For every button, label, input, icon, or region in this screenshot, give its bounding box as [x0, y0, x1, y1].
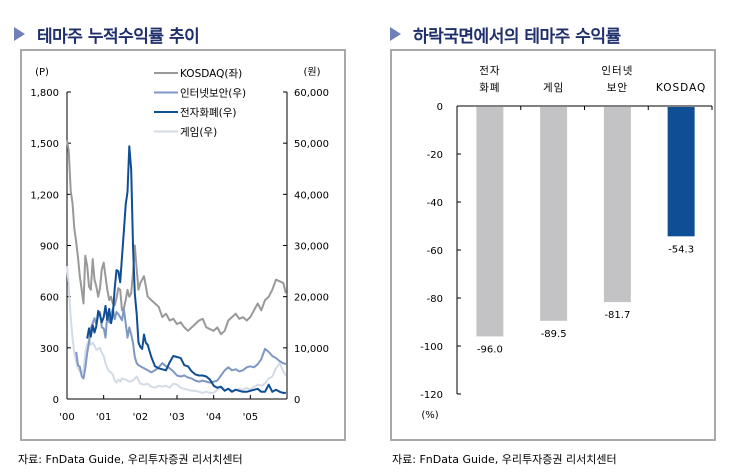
legend-label: 전자화폐(우)	[180, 107, 237, 119]
right-chart-title: 하락국면에서의 테마주 수익률	[390, 22, 621, 47]
bar-value-label: -54.3	[668, 244, 694, 255]
bar-3	[667, 107, 695, 237]
left-chart-frame: (P) (원) 1,800 1,500 1,200 900 600 300 0 60,000 50,…	[20, 49, 346, 441]
bar-category-label: KOSDAQ	[656, 82, 706, 94]
bar-y-tick-label: -40	[427, 198, 443, 209]
right-y-tick-label: 20,000	[294, 293, 329, 304]
triangle-bullet-icon	[390, 27, 401, 41]
line-chart: (P) (원) 1,800 1,500 1,200 900 600 300 0 60,000 50,…	[30, 66, 329, 423]
left-y-tick-label: 600	[40, 293, 59, 304]
right-y-tick-label: 0	[294, 395, 300, 406]
bar-category-label: 전자	[479, 65, 500, 77]
left-y-tick-label: 1,800	[30, 88, 59, 99]
bar-value-label: -89.5	[541, 329, 567, 340]
bar-y-tick-label: -60	[427, 246, 443, 257]
bar-chart: 0 -20 -40 -60 -80 -100 -120 (%) -96.0 전자화폐 -89.5 게임…	[420, 65, 713, 421]
x-tick-label: '04	[206, 412, 221, 423]
x-tick-label: '02	[133, 412, 148, 423]
right-y-tick-label: 60,000	[294, 88, 329, 99]
bar-0	[476, 107, 504, 337]
series-line-2	[86, 145, 286, 394]
bar-category-label: 보안	[607, 82, 628, 94]
x-tick-label: '01	[96, 412, 111, 423]
left-y-tick-label: 0	[53, 395, 59, 406]
bar-y-tick-label: 0	[437, 102, 443, 113]
left-chart-title: 테마주 누적수익률 추이	[14, 22, 200, 47]
x-tick-label: '00	[59, 412, 74, 423]
left-y-tick-label: 1,200	[30, 190, 59, 201]
bar-category-label: 게임	[543, 81, 564, 94]
triangle-bullet-icon	[14, 27, 25, 41]
x-tick-label: '03	[169, 412, 184, 423]
bar-1	[540, 107, 568, 321]
bar-2	[603, 107, 631, 303]
left-source-note: 자료: FnData Guide, 우리투자증권 리서치센터	[18, 453, 243, 466]
bar-value-label: -96.0	[477, 344, 503, 355]
x-tick-label: '05	[243, 412, 258, 423]
legend-label: 인터넷보안(우)	[180, 88, 246, 100]
bar-y-tick-label: -120	[420, 390, 443, 401]
right-y-tick-label: 50,000	[294, 139, 329, 150]
bar-y-tick-label: -80	[427, 294, 443, 305]
legend-label: 게임(우)	[180, 126, 217, 139]
bar-y-tick-label: -100	[420, 342, 443, 353]
right-y-tick-label: 10,000	[294, 344, 329, 355]
left-y-tick-label: 300	[40, 344, 59, 355]
left-y-tick-label: 900	[40, 242, 59, 253]
right-axis-unit-label: (원)	[303, 66, 320, 78]
right-source-note: 자료: FnData Guide, 우리투자증권 리서치센터	[392, 453, 617, 466]
right-y-tick-label: 40,000	[294, 190, 329, 201]
bar-y-unit-label: (%)	[421, 410, 438, 421]
series-line-0	[66, 139, 287, 336]
bar-y-tick-label: -20	[427, 150, 443, 161]
right-chart-title-text: 하락국면에서의 테마주 수익률	[413, 27, 621, 47]
left-axis-unit-label: (P)	[35, 67, 49, 78]
bar-category-label: 인터넷	[601, 65, 633, 77]
right-y-tick-label: 30,000	[294, 242, 329, 253]
left-y-tick-label: 1,500	[30, 139, 59, 150]
bar-value-label: -81.7	[604, 310, 630, 321]
legend-label: KOSDAQ(좌)	[180, 68, 242, 80]
bar-category-label: 화폐	[479, 82, 500, 94]
left-chart-title-text: 테마주 누적수익률 추이	[37, 27, 200, 47]
